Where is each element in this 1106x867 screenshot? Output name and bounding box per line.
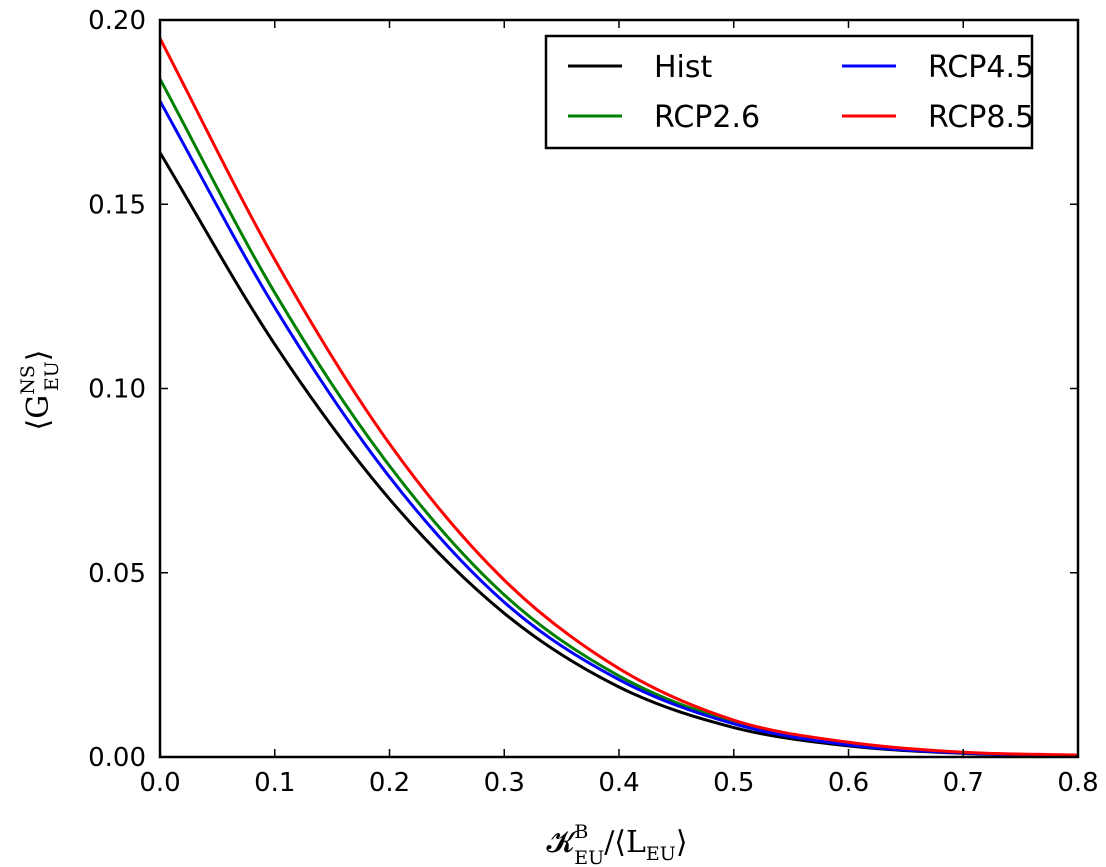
- ylabel-open: ⟨G: [21, 395, 56, 431]
- y-tick-label: 0.05: [88, 559, 146, 589]
- y-axis-ticks: 0.00 0.05 0.10 0.15 0.20: [88, 6, 1078, 773]
- series-line-rcp8-5: [158, 37, 1079, 757]
- series-line-rcp2-6: [158, 78, 1079, 758]
- x-tick-label: 0.3: [484, 768, 525, 798]
- ylabel-close: ⟩: [21, 350, 56, 362]
- series-line-hist: [158, 151, 1079, 758]
- xlabel-sup: B: [574, 821, 588, 843]
- x-tick-label: 0.7: [943, 768, 984, 798]
- x-tick-label: 0.5: [713, 768, 754, 798]
- legend: Hist RCP4.5 RCP2.6 RCP8.5: [544, 34, 1034, 150]
- xlabel-close: ⟩: [676, 825, 688, 860]
- ylabel-sup: NS: [17, 365, 39, 395]
- x-tick-label: 0.1: [254, 768, 295, 798]
- series-line-rcp4-5: [158, 100, 1079, 758]
- x-axis-label: 𝓚B EU/⟨LEU⟩: [546, 821, 687, 867]
- y-tick-label: 0.10: [88, 375, 146, 405]
- x-tick-label: 0.8: [1057, 768, 1098, 798]
- x-tick-label: 0.2: [369, 768, 410, 798]
- legend-label: RCP8.5: [928, 100, 1034, 135]
- x-tick-label: 0.0: [139, 768, 180, 798]
- legend-label: RCP2.6: [654, 100, 760, 135]
- y-tick-label: 0.20: [88, 6, 146, 36]
- ylabel-sub: EU: [41, 361, 63, 391]
- x-axis-ticks: 0.0 0.1 0.2 0.3 0.4 0.5 0.6 0.7 0.8: [139, 20, 1099, 798]
- xlabel-rest: /⟨L: [604, 825, 646, 860]
- x-tick-label: 0.4: [598, 768, 639, 798]
- xlabel-main: 𝓚: [546, 825, 578, 860]
- series-lines: [158, 37, 1079, 758]
- legend-label: RCP4.5: [928, 50, 1034, 85]
- y-axis-label: ⟨GNS EU⟩: [17, 350, 63, 431]
- legend-box: [544, 34, 1034, 150]
- xlabel-sub: EU: [574, 847, 604, 867]
- legend-label: Hist: [654, 50, 713, 85]
- x-tick-label: 0.6: [828, 768, 869, 798]
- y-tick-label: 0.00: [88, 743, 146, 773]
- xlabel-rest-sub: EU: [646, 843, 676, 865]
- y-tick-label: 0.15: [88, 190, 146, 220]
